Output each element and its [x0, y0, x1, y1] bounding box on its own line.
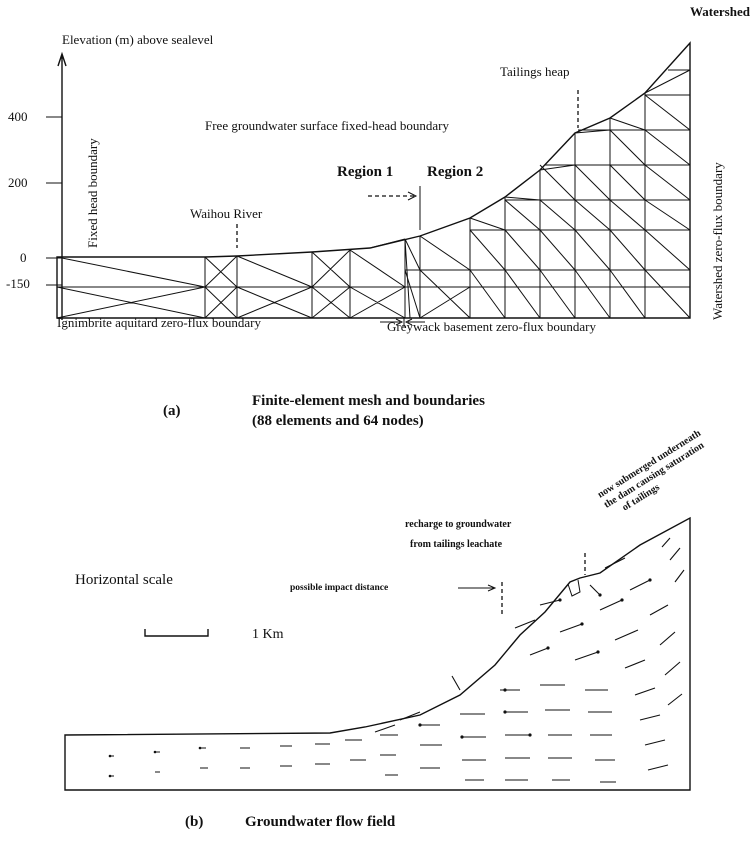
flow-vectors: [110, 538, 684, 782]
scale-label: 1 Km: [252, 627, 284, 642]
impact-note: possible impact distance: [290, 583, 388, 593]
node: [109, 755, 112, 758]
region-2-label: Region 2: [427, 164, 483, 180]
caption-line: Finite-element mesh and boundaries: [252, 393, 485, 409]
region-1-label: Region 1: [337, 164, 393, 180]
figure: Elevation (m) above sealevel Watershed 4…: [0, 0, 752, 863]
node: [418, 723, 421, 726]
elevation-tick: -150: [6, 276, 30, 291]
node: [598, 593, 601, 596]
node: [503, 688, 506, 691]
tick-marks: [46, 117, 62, 285]
node: [580, 622, 583, 625]
caption-letter: (b): [185, 814, 203, 830]
node: [546, 646, 549, 649]
elevation-axis: [58, 54, 66, 320]
page: {"panel_a": { "axis_title": "Elevation (…: [0, 0, 752, 863]
recharge-note: from tailings leachate: [410, 539, 503, 550]
recharge-note: recharge to groundwater: [405, 519, 512, 530]
node: [109, 775, 112, 778]
node: [620, 598, 623, 601]
bottom-left-boundary: Ignimbrite aquitard zero-flux boundary: [57, 315, 261, 330]
region-divider: [408, 186, 420, 230]
node: [648, 578, 651, 581]
flow-nodes: [109, 578, 652, 777]
node: [503, 710, 506, 713]
scale-bar: [145, 629, 208, 636]
node: [460, 735, 463, 738]
surface-boundary-label: Free groundwater surface fixed-head boun…: [205, 118, 450, 133]
caption: Groundwater flow field: [245, 814, 396, 830]
scale-title: Horizontal scale: [75, 572, 173, 588]
bottom-right-boundary: Greywack basement zero-flux boundary: [387, 319, 596, 334]
impact-arrow: [458, 585, 495, 591]
note-line: the dam causing saturation: [602, 440, 706, 511]
left-boundary: Fixed head boundary: [85, 138, 100, 248]
elevation-tick: 200: [8, 175, 28, 190]
node: [528, 733, 531, 736]
watershed-label: Watershed: [690, 4, 751, 19]
axis-title: Elevation (m) above sealevel: [62, 32, 214, 47]
river-label: Waihou River: [190, 206, 263, 221]
caption-letter: (a): [163, 403, 181, 419]
node: [596, 650, 599, 653]
tailings-label: Tailings heap: [500, 64, 570, 79]
right-boundary: Watershed zero-flux boundary: [710, 162, 725, 320]
elevation-tick: 0: [20, 250, 27, 265]
submerged-note: now submerged underneath the dam causing…: [596, 428, 716, 521]
mesh-diagonals: [57, 70, 690, 318]
node: [199, 747, 202, 750]
caption-line: (88 elements and 64 nodes): [252, 413, 424, 429]
node: [558, 598, 561, 601]
flow-outline: [65, 518, 690, 790]
node: [154, 751, 157, 754]
elevation-tick: 400: [8, 109, 28, 124]
